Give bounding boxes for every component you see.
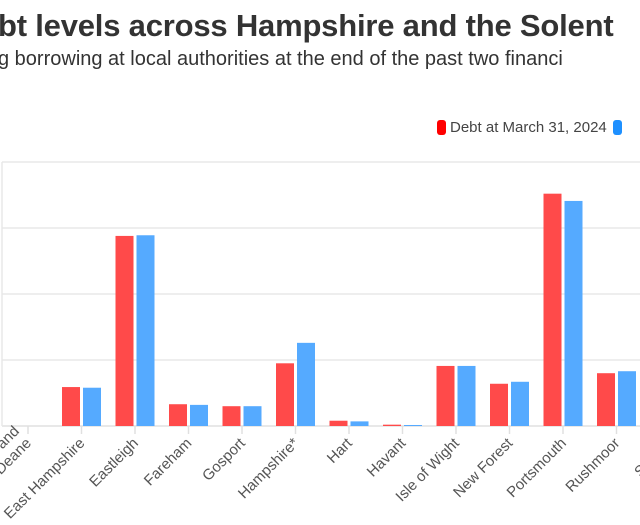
x-tick-label: ke andDeane (0, 423, 35, 479)
bar-2024 (543, 193, 562, 426)
legend-label: Debt at March 31, 2024 (450, 119, 607, 136)
chart-title: bt levels across Hampshire and the Solen… (0, 8, 614, 43)
bar-2023 (297, 342, 315, 426)
x-tick-label: Gosport (199, 434, 249, 484)
bar-2024 (436, 365, 455, 426)
chart-subtitle: g borrowing at local authorities at the … (0, 48, 563, 70)
bar-2023 (511, 381, 529, 426)
x-tick-label: Hart (324, 434, 357, 467)
legend: Debt at March 31, 2024 (437, 119, 632, 136)
bar-2023 (136, 235, 155, 426)
bar-2024 (383, 424, 401, 426)
x-tick-label: Eastleigh (86, 435, 142, 491)
bar-2023 (190, 404, 208, 426)
bar-2023 (457, 365, 476, 426)
bar-2023 (83, 387, 101, 426)
x-tick-label: Rushmoor (562, 435, 623, 496)
x-tick-label: Southa (631, 434, 640, 480)
legend-swatch-red (437, 120, 446, 135)
x-tick-label: Fareham (141, 435, 195, 489)
bar-2024 (276, 363, 294, 426)
bar-2024 (597, 373, 615, 426)
bar-2024 (490, 383, 508, 426)
bar-2023 (618, 371, 636, 426)
bar-2024 (329, 420, 348, 426)
legend-swatch-blue (612, 120, 622, 135)
bar-2024 (169, 404, 187, 426)
bar-2024 (222, 406, 241, 426)
bar-2024 (62, 387, 80, 426)
bar-2023 (350, 421, 369, 426)
bar-2023 (404, 425, 422, 426)
bar-2024 (115, 235, 134, 426)
x-tick-label: Havant (364, 434, 410, 480)
legend-item-2024: Debt at March 31, 2024 (437, 119, 607, 136)
legend-item-2023 (612, 120, 626, 135)
bar-2023 (564, 200, 583, 426)
bar-2023 (243, 406, 262, 426)
